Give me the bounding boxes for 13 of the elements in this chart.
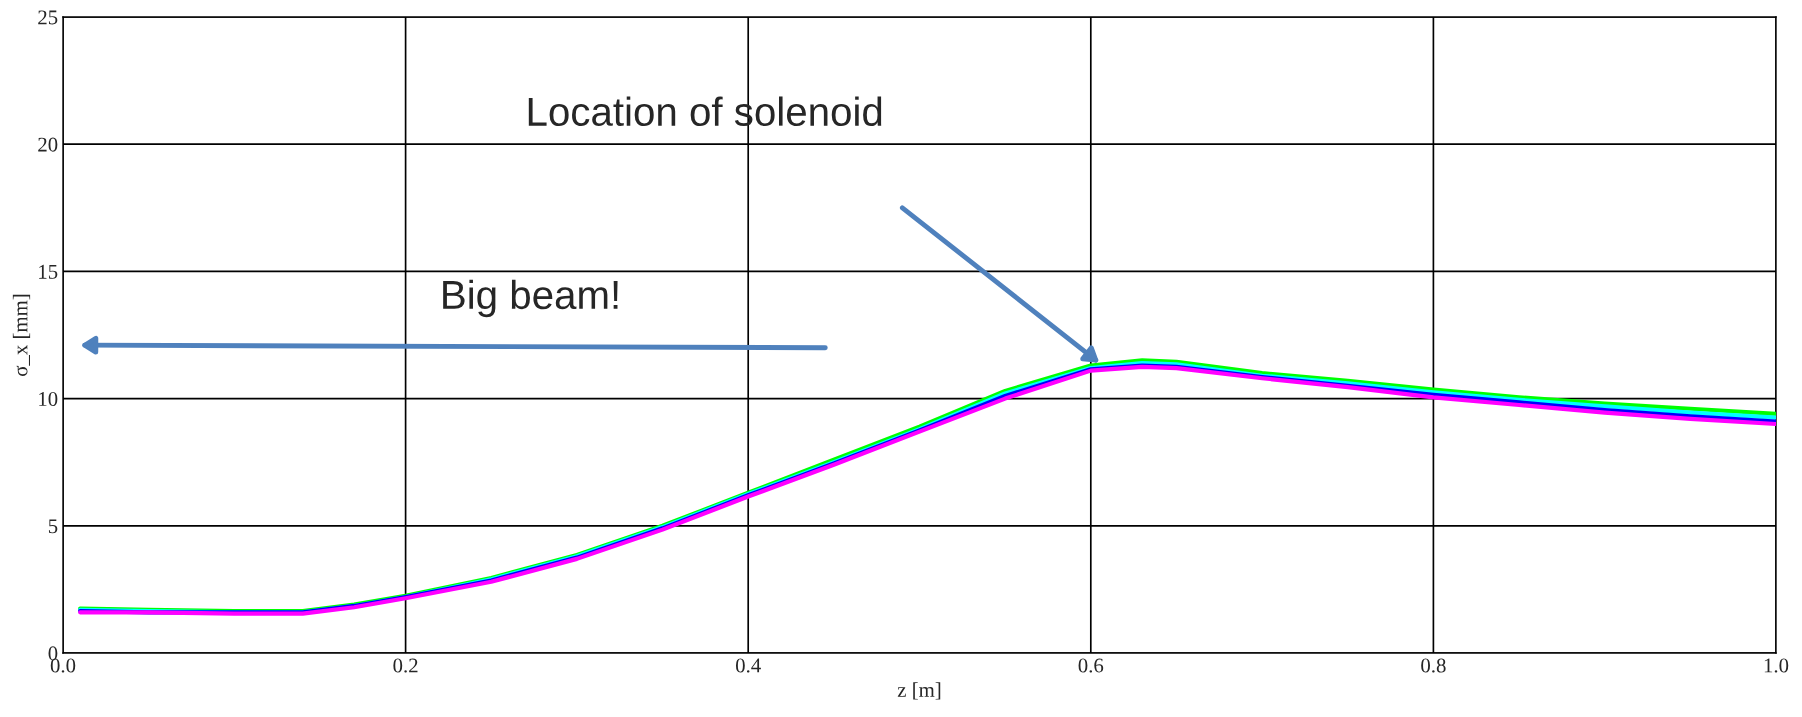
x-tick-label: 0.4 <box>735 658 761 673</box>
y-axis-title: σ_x [mm] <box>12 294 31 376</box>
y-tick-label: 5 <box>48 519 58 534</box>
x-tick-label: 1.0 <box>1764 658 1789 673</box>
annotation: Big beam! <box>443 279 618 318</box>
x-tick-label: 0.8 <box>1421 658 1446 673</box>
y-tick-label: 10 <box>39 391 58 407</box>
x-tick-label: 0.6 <box>1078 658 1104 673</box>
y-tick-label: 20 <box>38 137 58 152</box>
y-tick-label: 25 <box>38 10 58 25</box>
y-tick-label: 15 <box>39 264 58 279</box>
x-tick-label: 0.2 <box>393 658 418 673</box>
x-axis-title: z [m] <box>897 682 941 700</box>
